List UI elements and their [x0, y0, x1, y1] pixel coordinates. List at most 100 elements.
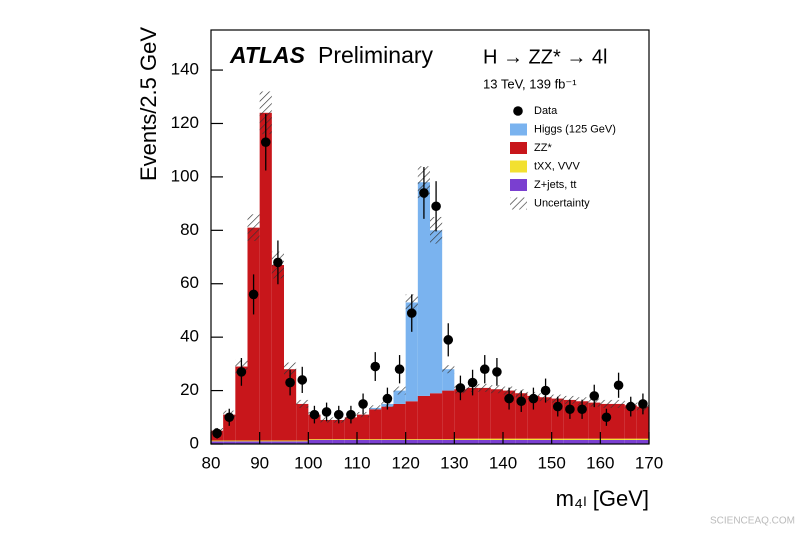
histogram-bar [624, 405, 637, 439]
histogram-bar [235, 440, 248, 442]
x-tick-label: 110 [343, 453, 370, 472]
uncertainty-band [478, 383, 491, 392]
data-point [346, 409, 356, 420]
histogram-bar [624, 438, 637, 440]
data-point [504, 393, 514, 404]
histogram-bar [600, 438, 613, 440]
histogram-bar [539, 439, 552, 444]
histogram-bar [235, 441, 248, 444]
legend-swatch [510, 142, 527, 154]
legend-swatch [510, 197, 527, 210]
data-point [540, 385, 551, 396]
histogram-bar [369, 439, 382, 440]
histogram-bar [235, 366, 248, 441]
legend-swatch [510, 179, 527, 191]
histogram-bar [393, 403, 406, 440]
histogram-bar [551, 438, 564, 440]
histogram-bar [503, 390, 516, 439]
data-point [285, 377, 295, 388]
histogram-bar [636, 438, 649, 440]
y-tick-label: 100 [171, 166, 199, 185]
histogram-bar [442, 390, 455, 440]
histogram-bar [271, 440, 284, 442]
histogram-bar [247, 227, 260, 441]
histogram-bar [247, 441, 260, 444]
histogram-bar [308, 439, 321, 444]
x-tick-label: 130 [440, 453, 468, 472]
legend-swatch [510, 160, 527, 173]
y-tick-label: 40 [180, 327, 199, 346]
data-point [273, 257, 283, 268]
data-point [394, 364, 405, 375]
frame [210, 29, 650, 445]
plot-area [211, 91, 649, 444]
histogram-bar [624, 439, 637, 444]
y-tick-label: 0 [190, 433, 199, 452]
histogram-bar [454, 438, 467, 440]
x-tick-label: 120 [391, 453, 419, 472]
histogram-bar [576, 439, 589, 444]
legend-swatch [510, 123, 527, 136]
histogram-bar [490, 389, 503, 439]
histogram-bar [259, 441, 272, 444]
x-tick-label: 170 [635, 453, 663, 472]
histogram-bar [515, 439, 528, 444]
uncertainty-band [600, 399, 613, 408]
data-point [492, 367, 502, 377]
data-point [309, 409, 320, 420]
histogram-bar [588, 402, 601, 439]
y-tick-label: 20 [180, 380, 199, 399]
histogram-bar [223, 414, 236, 441]
histogram-bar [636, 406, 649, 439]
histogram-bar [466, 387, 479, 439]
histogram-bar [296, 440, 309, 442]
y-tick-label: 60 [180, 273, 199, 292]
histogram-bar [344, 439, 357, 444]
data-point [224, 412, 235, 423]
energy-label: 13 TeV, 139 fb⁻¹ [483, 76, 577, 91]
x-tick-label: 90 [250, 453, 269, 472]
data-point [321, 407, 332, 417]
histogram-bar [527, 395, 540, 439]
uncertainty-band [296, 399, 309, 408]
data-point [431, 201, 441, 212]
data-point [443, 335, 454, 345]
histogram-bar [308, 439, 321, 440]
data-point [333, 409, 344, 420]
histogram-bar [490, 438, 503, 440]
histogram-bar [308, 414, 321, 440]
histogram-bar [344, 417, 357, 440]
histogram-bar [296, 441, 309, 444]
data-point [236, 367, 247, 377]
legend-label: tXX, VVV [534, 160, 581, 172]
uncertainty-band [357, 411, 370, 418]
histogram-bar [405, 302, 418, 402]
histogram-bar [563, 439, 576, 444]
x-tick-label: 80 [202, 453, 221, 472]
data-point [467, 377, 478, 388]
histogram-bar [417, 395, 430, 440]
histogram-bar [417, 182, 430, 396]
histogram-bar [320, 419, 333, 440]
uncertainty-band [284, 362, 297, 376]
histogram-bar [405, 439, 418, 440]
x-tick-label: 160 [586, 453, 614, 472]
uncertainty-band [259, 91, 272, 135]
y-axis-label: Events/2.5 GeV [136, 27, 161, 181]
data-point [577, 404, 587, 415]
y-tick-label: 80 [180, 220, 199, 239]
legend-label: Uncertainty [534, 197, 590, 209]
histogram-bar [527, 439, 540, 444]
histogram-bar [320, 439, 333, 444]
data-point [212, 428, 222, 439]
histogram-bar [478, 439, 491, 444]
histogram-bar [381, 406, 394, 440]
x-tick-label: 150 [537, 453, 565, 472]
histogram-bar [430, 393, 443, 440]
histogram-bar [503, 438, 516, 440]
histogram-bar [612, 439, 625, 444]
data-point [455, 383, 466, 393]
data-point [565, 404, 575, 415]
uncertainty-band [612, 399, 625, 408]
